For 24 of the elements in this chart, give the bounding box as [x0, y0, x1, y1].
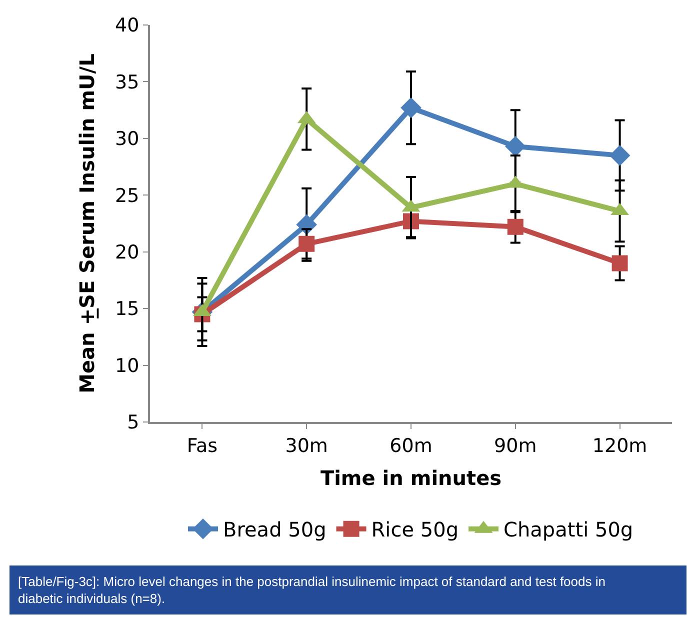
x-tick-label: 90m	[494, 434, 537, 457]
y-tick-label: 40	[115, 14, 140, 37]
y-tick-label: 25	[115, 184, 140, 207]
x-axis-title: Time in minutes	[320, 466, 502, 490]
legend-label: Bread 50g	[223, 518, 326, 542]
x-tick-label: 120m	[592, 434, 648, 457]
point	[507, 218, 524, 235]
point	[609, 145, 630, 166]
point	[400, 97, 422, 118]
y-tick-label: 10	[115, 354, 140, 377]
x-tick-label: 60m	[390, 434, 432, 457]
x-tick-label: Fas	[186, 434, 218, 457]
text: [Table/Fig-3c]: Micro level changes in the postprandial insulinemic impact of standard and test foods in diabetic individuals (n=8).	[18, 574, 606, 606]
y-tick-label: 20	[115, 242, 140, 264]
y-tick-label: 15	[115, 298, 140, 320]
y-tick-label: 5	[127, 412, 140, 434]
y-axis-title: Mean +̲SE Serum Insulin mU/L	[75, 53, 100, 394]
legend-label: Rice 50g	[371, 518, 459, 542]
x-tick-label: 30m	[285, 434, 328, 457]
y-tick-label: 35	[115, 71, 140, 94]
y-tick-label: 30	[115, 128, 140, 150]
point	[612, 255, 628, 272]
point	[298, 236, 315, 252]
legend-label: Chapatti 50g	[504, 518, 634, 542]
